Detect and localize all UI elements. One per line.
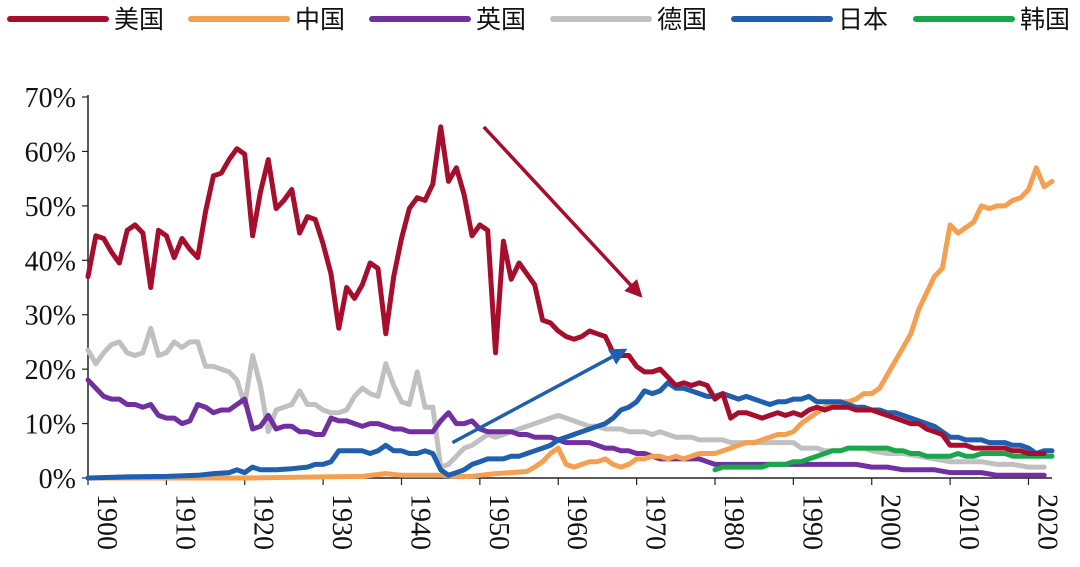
series-line-3: [85, 325, 1047, 470]
x-tick-label: 1990: [796, 494, 827, 550]
y-tick-label: 70%: [25, 83, 76, 114]
plot-area: [85, 124, 1055, 481]
series-line-0: [85, 124, 1047, 456]
series-line-5: [712, 445, 1055, 473]
x-tick-label: 1940: [404, 494, 435, 550]
trend-arrow-1: [451, 348, 628, 445]
legend-item: 韩国: [913, 5, 1070, 34]
series-line-4: [85, 380, 1055, 481]
y-tick-label: 0%: [39, 464, 76, 495]
x-axis: 1900 1910 1920 1930 1940 1950 1960 1970 1980 1990…: [87, 477, 1062, 550]
x-tick-label: 2010: [953, 494, 984, 550]
x-tick-label: 2020: [1031, 494, 1062, 550]
y-tick-label: 40%: [25, 246, 76, 277]
annotations: [451, 125, 643, 445]
x-tick-label: 1900: [91, 494, 122, 550]
legend: 美国 中国 英国 德国 日本 韩国: [7, 5, 1070, 34]
y-tick-label: 10%: [25, 410, 76, 441]
series-line-1: [85, 165, 1055, 481]
legend-label: 美国: [114, 5, 164, 34]
legend-item: 日本: [731, 5, 888, 34]
y-tick-label: 20%: [25, 355, 76, 386]
legend-item: 德国: [550, 5, 707, 34]
legend-label: 日本: [838, 5, 888, 34]
y-tick-label: 50%: [25, 192, 76, 223]
legend-label: 德国: [657, 5, 707, 34]
y-axis: 0% 10% 20% 30% 40% 50% 60% 70%: [25, 83, 89, 495]
legend-item: 美国: [7, 5, 164, 34]
x-tick-label: 1980: [718, 494, 749, 550]
x-tick-label: 1910: [169, 494, 200, 550]
x-tick-label: 2000: [875, 494, 906, 550]
legend-label: 英国: [476, 5, 526, 34]
x-tick-label: 1970: [640, 494, 671, 550]
legend-item: 中国: [188, 5, 345, 34]
legend-item: 英国: [369, 5, 526, 34]
legend-label: 韩国: [1020, 5, 1070, 34]
x-tick-label: 1950: [483, 494, 514, 550]
y-tick-label: 60%: [25, 137, 76, 168]
x-tick-label: 1960: [561, 494, 592, 550]
trend-arrow-0: [482, 125, 643, 298]
y-tick-label: 30%: [25, 301, 76, 332]
x-tick-label: 1920: [248, 494, 279, 550]
legend-label: 中国: [295, 5, 345, 34]
x-tick-label: 1930: [326, 494, 357, 550]
